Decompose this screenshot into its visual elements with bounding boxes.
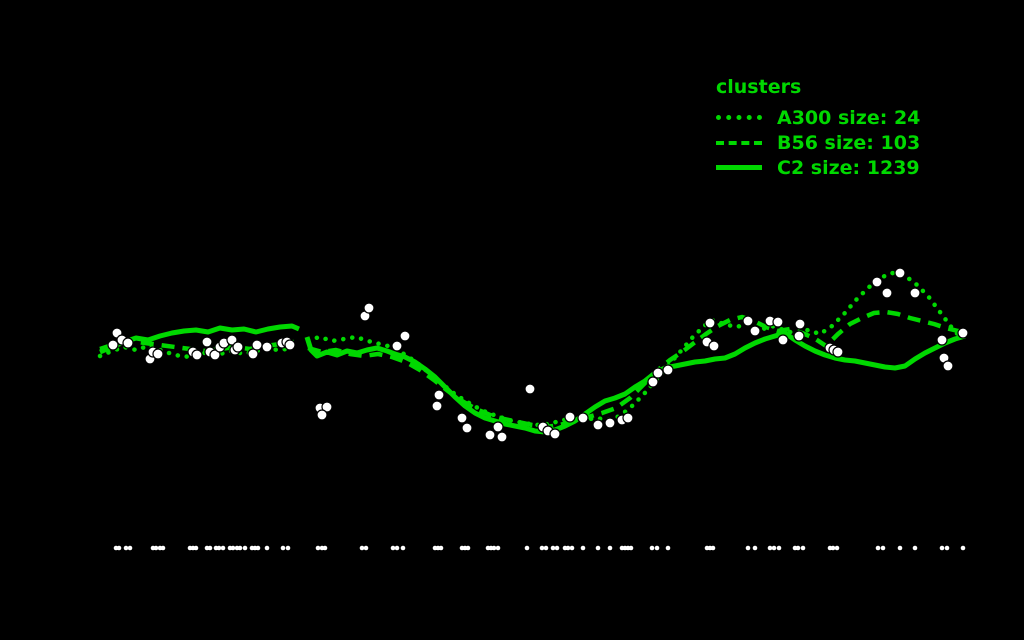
legend-item-a300: A300 size: 24 <box>716 105 920 130</box>
dotted-line-icon <box>716 115 762 120</box>
rug-points <box>113 545 966 551</box>
legend: clusters A300 size: 24 B56 size: 103 C2 … <box>716 76 920 180</box>
legend-item-c2: C2 size: 1239 <box>716 155 920 180</box>
legend-label-b56: B56 size: 103 <box>777 131 921 154</box>
legend-label-a300: A300 size: 24 <box>777 106 921 129</box>
series-c2 <box>99 323 966 435</box>
legend-item-b56: B56 size: 103 <box>716 130 920 155</box>
solid-line-icon <box>716 165 762 170</box>
legend-label-c2: C2 size: 1239 <box>777 156 920 179</box>
legend-title: clusters <box>716 76 802 98</box>
dashed-line-icon <box>716 140 762 145</box>
scatter-points <box>107 267 969 443</box>
